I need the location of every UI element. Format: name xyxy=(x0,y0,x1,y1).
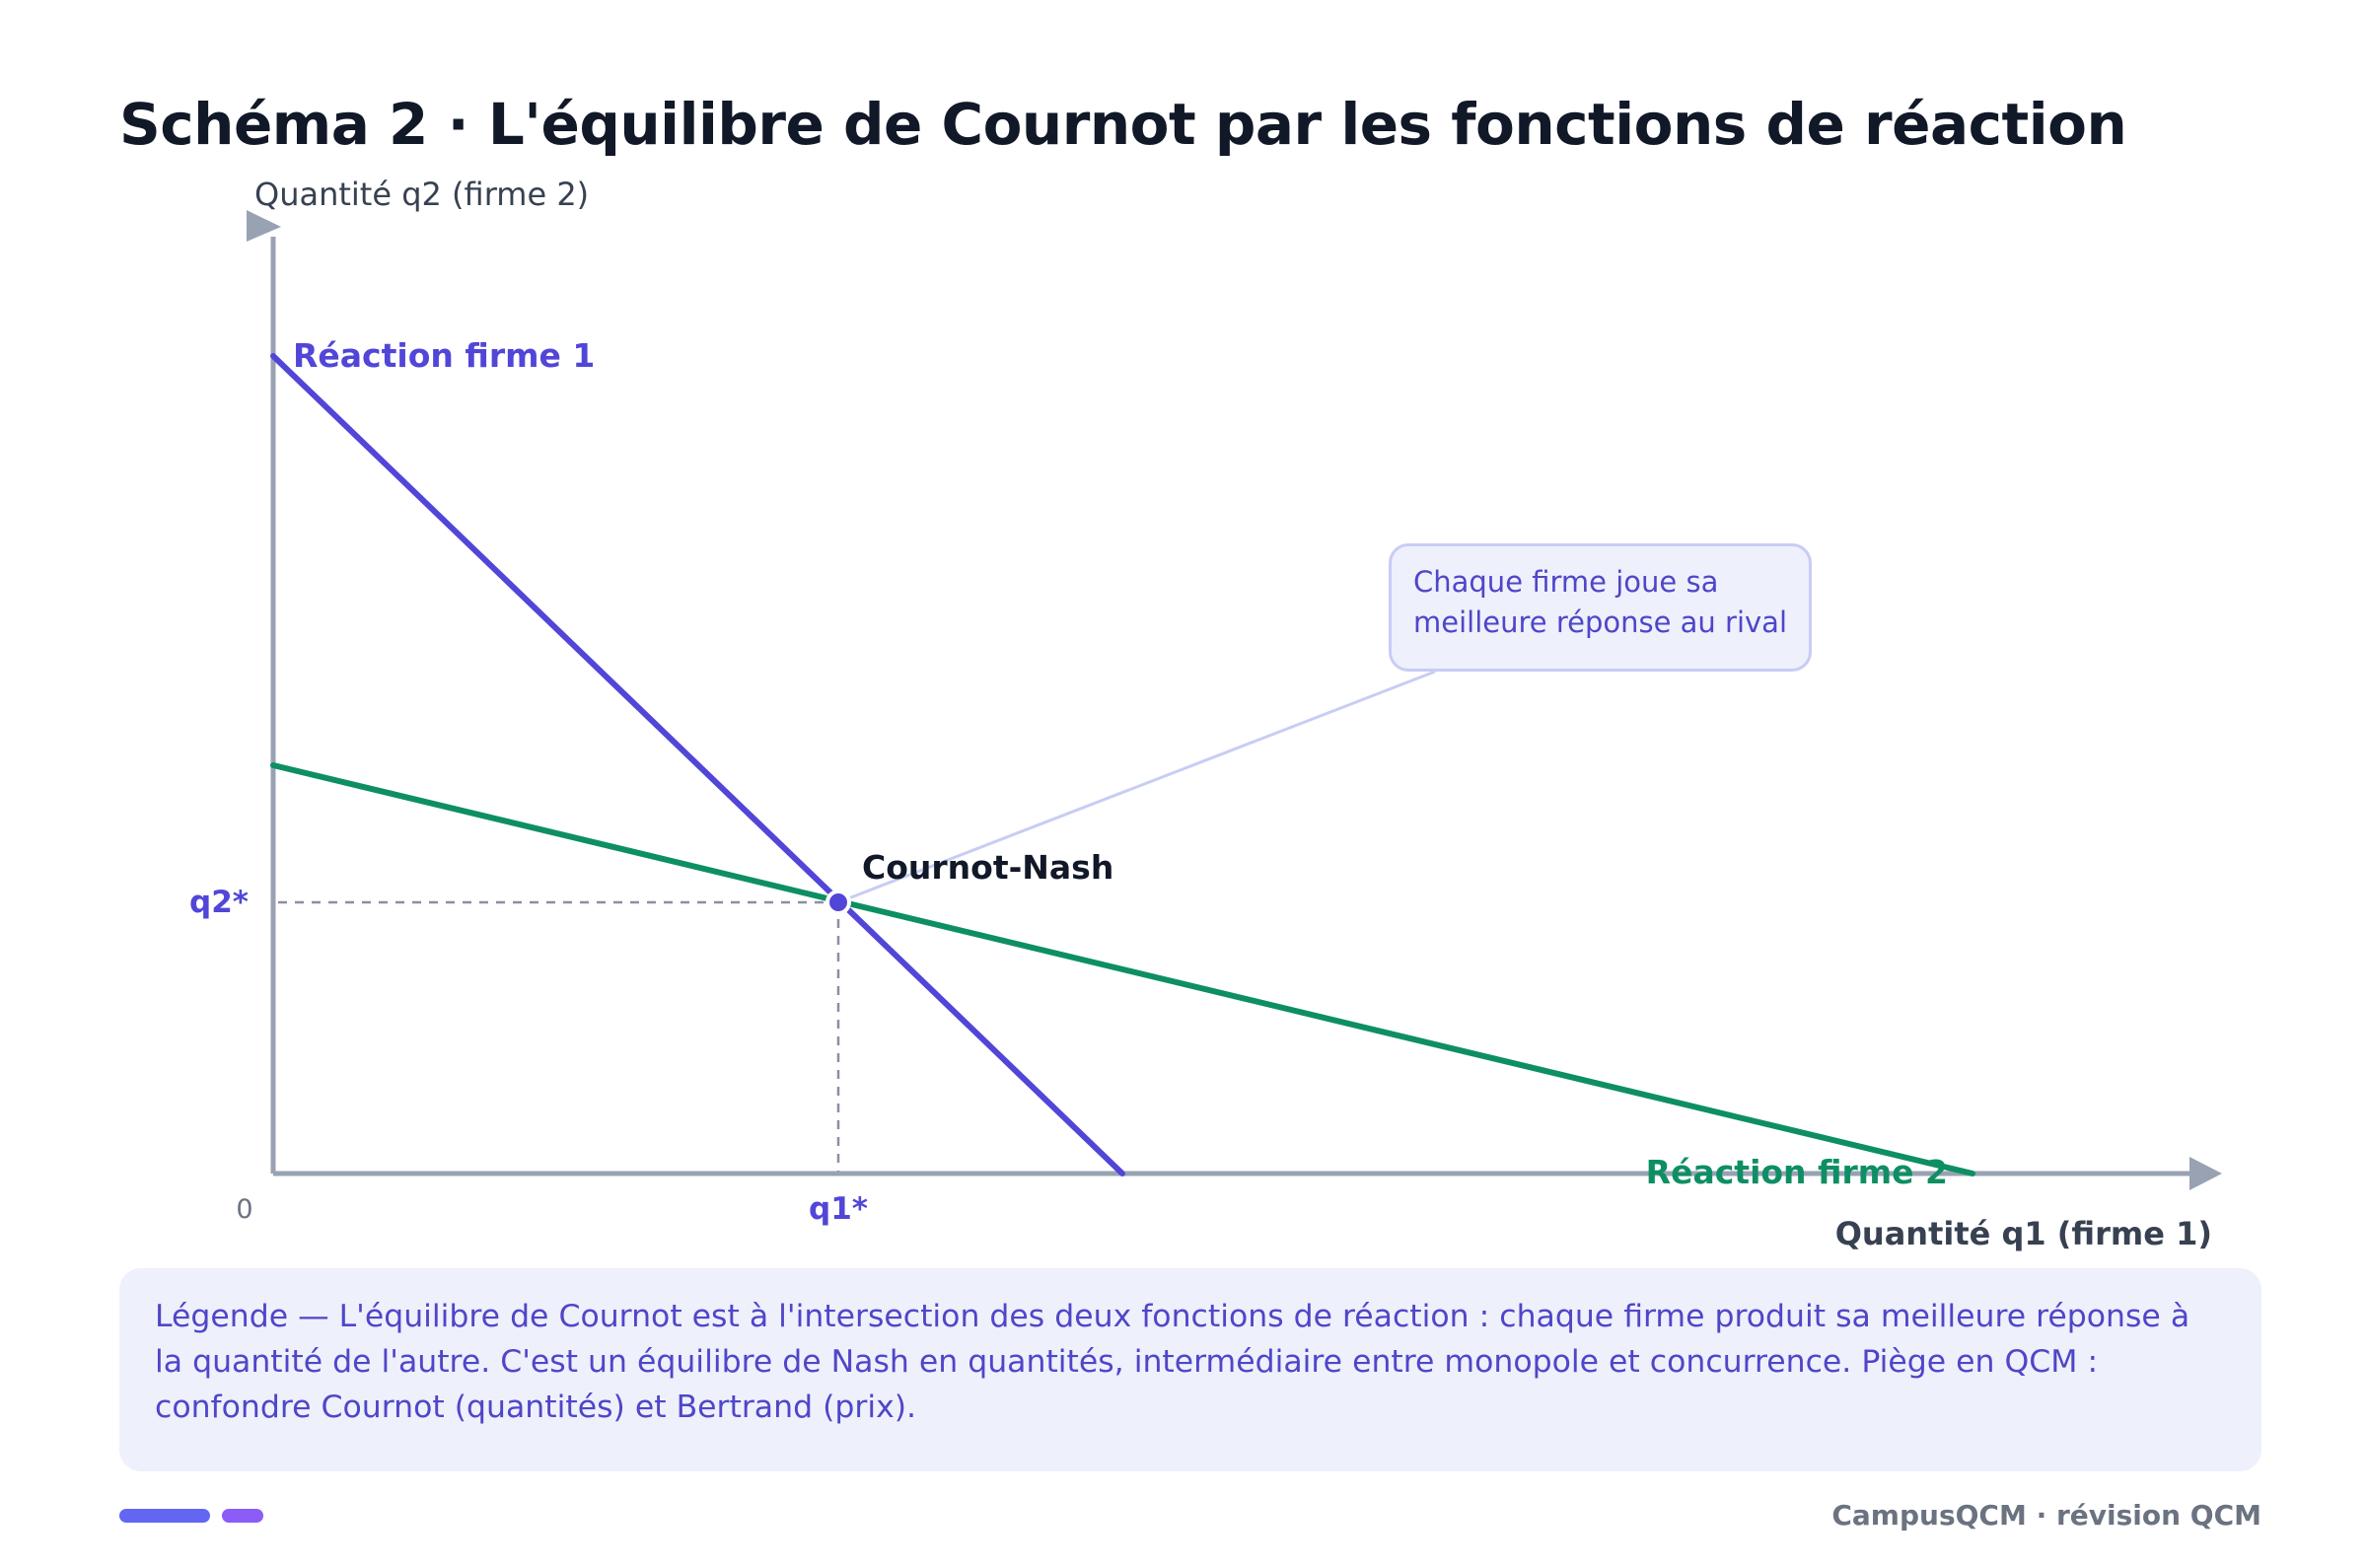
equilibrium-label: Cournot-Nash xyxy=(862,848,1113,887)
origin-label: 0 xyxy=(236,1194,252,1225)
y-axis-arrow-icon xyxy=(247,210,281,242)
footer-credit: CampusQCM · révision QCM xyxy=(1831,1499,2261,1532)
callout-line-2: meilleure réponse au rival xyxy=(1413,606,1787,639)
equilibrium-point xyxy=(825,890,851,915)
x-axis-label: Quantité q1 (firme 1) xyxy=(1835,1215,2212,1252)
x-axis-arrow-icon xyxy=(2189,1157,2222,1190)
legend-box: Légende — L'équilibre de Cournot est à l… xyxy=(119,1268,2261,1471)
reaction-curve-firm2 xyxy=(270,762,1975,1176)
y-axis-label: Quantité q2 (firme 2) xyxy=(254,176,589,213)
callout-box: Chaque firme joue sa meilleure réponse a… xyxy=(1389,543,1812,672)
callout-line-1: Chaque firme joue sa xyxy=(1413,565,1719,599)
reaction2-label: Réaction firme 2 xyxy=(1646,1153,1948,1191)
legend-text: Légende — L'équilibre de Cournot est à l… xyxy=(155,1299,2190,1425)
cournot-diagram: Quantité q2 (firme 2) Quantité q1 (firme… xyxy=(189,176,2222,1252)
q2-star-label: q2* xyxy=(189,885,249,920)
callout-connector xyxy=(837,670,1436,904)
reaction1-label: Réaction firme 1 xyxy=(293,336,595,375)
reaction-curve-firm1 xyxy=(270,353,1125,1176)
page-title: Schéma 2 · L'équilibre de Cournot par le… xyxy=(119,91,2127,158)
q1-star-label: q1* xyxy=(809,1191,868,1227)
footer-bar-secondary xyxy=(222,1509,263,1523)
footer-bar-primary xyxy=(119,1509,210,1523)
